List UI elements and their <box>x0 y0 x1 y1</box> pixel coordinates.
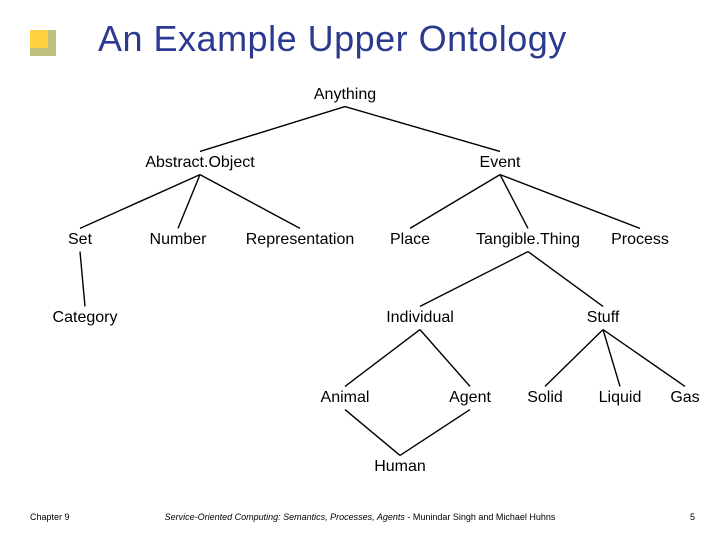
tree-edges <box>0 0 720 540</box>
edge-abstractobject-number <box>178 175 200 229</box>
edge-set-category <box>80 252 85 307</box>
node-abstractobject: Abstract.Object <box>145 154 254 172</box>
page-title: An Example Upper Ontology <box>98 18 567 60</box>
edge-anything-event <box>345 107 500 152</box>
node-solid: Solid <box>527 389 563 407</box>
node-number: Number <box>150 231 207 249</box>
edge-event-tangiblething <box>500 175 528 229</box>
node-anything: Anything <box>314 86 376 104</box>
node-event: Event <box>480 154 521 172</box>
edge-abstractobject-representation <box>200 175 300 229</box>
node-agent: Agent <box>449 389 491 407</box>
edge-tangiblething-individual <box>420 252 528 307</box>
node-human: Human <box>374 458 426 476</box>
bullet-inner <box>30 30 48 48</box>
edge-stuff-gas <box>603 330 685 387</box>
edge-individual-animal <box>345 330 420 387</box>
edge-event-place <box>410 175 500 229</box>
node-set: Set <box>68 231 92 249</box>
edge-agent-human <box>400 410 470 456</box>
edge-stuff-solid <box>545 330 603 387</box>
edge-tangiblething-stuff <box>528 252 603 307</box>
edge-stuff-liquid <box>603 330 620 387</box>
node-category: Category <box>53 309 118 327</box>
footer-citation-plain: - Munindar Singh and Michael Huhns <box>405 512 556 522</box>
edge-abstractobject-set <box>80 175 200 229</box>
node-gas: Gas <box>670 389 699 407</box>
edge-anything-abstractobject <box>200 107 345 152</box>
footer-citation-italic: Service-Oriented Computing: Semantics, P… <box>165 512 405 522</box>
node-individual: Individual <box>386 309 454 327</box>
title-bullet <box>30 30 56 56</box>
edge-event-process <box>500 175 640 229</box>
node-representation: Representation <box>246 231 355 249</box>
node-process: Process <box>611 231 669 249</box>
footer-pagenum: 5 <box>690 512 695 522</box>
node-stuff: Stuff <box>587 309 620 327</box>
node-liquid: Liquid <box>599 389 642 407</box>
node-place: Place <box>390 231 430 249</box>
edge-animal-human <box>345 410 400 456</box>
footer-citation: Service-Oriented Computing: Semantics, P… <box>0 512 720 522</box>
edge-individual-agent <box>420 330 470 387</box>
node-tangiblething: Tangible.Thing <box>476 231 580 249</box>
node-animal: Animal <box>321 389 370 407</box>
